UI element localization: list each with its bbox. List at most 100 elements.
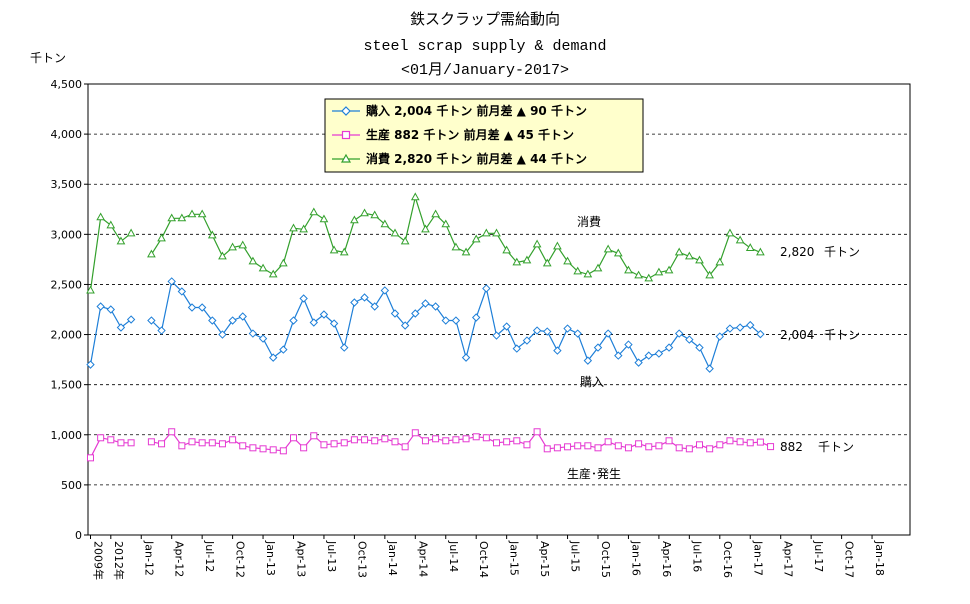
y-tick-label: 3,000 <box>51 228 83 241</box>
data-point-consumption <box>187 209 197 218</box>
data-point-production <box>624 444 632 452</box>
data-point-production <box>696 441 703 449</box>
x-tick-label: Jul-14 <box>447 540 460 572</box>
y-tick-label: 1,000 <box>51 429 83 442</box>
y-tick-label: 1,500 <box>51 379 83 392</box>
data-point-consumption <box>441 219 451 228</box>
data-point-consumption <box>96 212 105 221</box>
data-point-consumption <box>634 270 643 279</box>
data-point-consumption <box>410 192 420 201</box>
data-point-consumption <box>542 258 552 267</box>
data-point-production <box>645 443 653 451</box>
data-point-consumption <box>674 247 684 256</box>
data-point-production <box>533 428 541 436</box>
data-point-purchase <box>441 316 450 325</box>
data-point-consumption <box>512 257 522 266</box>
data-point-purchase <box>644 351 653 360</box>
x-tick-label: Jul-16 <box>690 540 703 572</box>
data-point-consumption <box>492 228 501 237</box>
data-point-purchase <box>187 303 197 312</box>
x-tick-label: Apr-13 <box>295 541 308 577</box>
data-point-consumption <box>431 209 440 218</box>
data-point-purchase <box>502 322 511 331</box>
data-point-purchase <box>543 327 552 336</box>
legend-purchase-label: 購入 2,004 千トン 前月差 ▲ 90 千トン <box>365 103 587 118</box>
data-point-consumption <box>400 236 410 245</box>
data-point-production <box>158 440 166 448</box>
data-point-production <box>310 432 318 440</box>
data-point-production <box>513 437 521 445</box>
data-point-purchase <box>705 364 714 373</box>
data-point-consumption <box>218 251 227 260</box>
x-tick-label: Oct-17 <box>843 541 856 578</box>
data-point-production <box>107 436 115 444</box>
data-point-production <box>543 445 551 453</box>
data-point-production <box>665 437 673 445</box>
data-point-purchase <box>197 303 207 312</box>
y-axis-unit: 千トン <box>30 51 66 65</box>
data-point-production <box>523 441 531 449</box>
data-point-production <box>87 454 94 462</box>
data-point-purchase <box>674 329 684 338</box>
data-point-purchase <box>218 330 227 339</box>
x-tick-label: Jan-16 <box>629 540 642 576</box>
y-tick-label: 2,000 <box>51 329 83 342</box>
data-point-consumption <box>573 266 583 275</box>
y-tick-label: 500 <box>61 479 82 492</box>
annotation-production: 生産･発生 <box>567 466 621 481</box>
data-point-production <box>452 436 460 444</box>
end-label-purchase: 2,004 <box>780 328 814 342</box>
data-point-consumption <box>116 236 126 245</box>
data-point-consumption <box>644 273 654 282</box>
data-point-purchase <box>492 331 501 340</box>
data-point-production <box>614 442 622 450</box>
data-point-production <box>391 438 399 446</box>
data-point-production <box>117 439 125 447</box>
data-point-production <box>503 438 511 446</box>
data-point-production <box>279 447 287 455</box>
data-point-consumption <box>756 247 765 256</box>
chart-period: <01月/January-2017> <box>401 62 569 79</box>
data-point-consumption <box>167 213 177 222</box>
data-point-production <box>472 433 480 441</box>
data-point-production <box>421 437 429 445</box>
data-point-production <box>371 437 379 445</box>
data-point-consumption <box>532 239 542 248</box>
data-point-consumption <box>553 241 562 250</box>
data-point-purchase <box>147 316 156 325</box>
data-point-production <box>564 443 572 451</box>
data-point-purchase <box>695 343 704 352</box>
data-point-consumption <box>258 263 268 272</box>
data-point-production <box>736 438 744 446</box>
data-point-consumption <box>177 213 187 222</box>
gridlines <box>88 133 910 486</box>
data-point-consumption <box>370 210 380 219</box>
data-point-production <box>553 444 561 452</box>
x-tick-label: Apr-16 <box>660 541 673 577</box>
data-point-purchase <box>167 277 176 286</box>
data-point-production <box>249 444 257 452</box>
legend-production-marker <box>341 130 351 140</box>
chart-title: 鉄スクラップ需給動向 <box>410 10 560 28</box>
data-point-purchase <box>350 298 359 307</box>
data-point-consumption <box>593 263 603 272</box>
data-point-purchase <box>482 284 491 293</box>
data-point-consumption <box>482 228 491 237</box>
data-point-consumption <box>268 269 278 278</box>
data-point-production <box>746 439 754 447</box>
data-point-production <box>584 442 592 450</box>
legend-box <box>324 98 644 173</box>
data-point-production <box>320 441 328 449</box>
x-tick-label: Jan-18 <box>873 540 886 576</box>
data-point-production <box>685 445 693 453</box>
data-point-purchase <box>86 360 95 369</box>
data-point-production <box>290 434 297 442</box>
data-point-purchase <box>624 340 633 349</box>
data-point-production <box>361 436 369 444</box>
data-point-consumption <box>695 255 704 264</box>
data-point-purchase <box>258 334 268 343</box>
data-point-consumption <box>613 248 623 257</box>
y-tick-label: 4,000 <box>51 128 83 141</box>
y-tick-label: 3,500 <box>51 178 83 191</box>
